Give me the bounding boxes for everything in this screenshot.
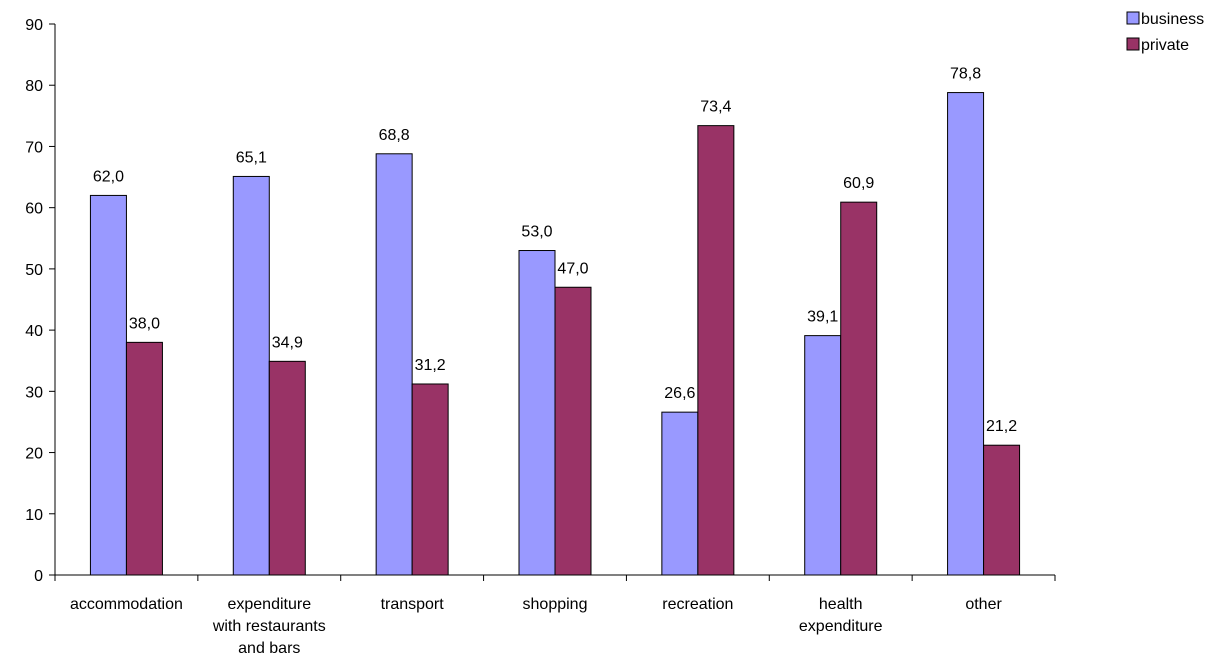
data-label-private: 47,0 [557, 260, 588, 277]
bar-private [697, 125, 735, 576]
bar-business [804, 335, 842, 576]
y-tick-label: 20 [25, 446, 43, 463]
category-labels: accommodation expenditure with restaurants… [70, 596, 1003, 657]
category-label: accommodation [70, 596, 183, 613]
bar-business [375, 153, 413, 576]
x-axis [54, 574, 1056, 581]
legend-label-business: business [1141, 11, 1204, 28]
y-tick-label: 60 [25, 201, 43, 218]
bar-private [840, 201, 878, 576]
data-label-business: 68,8 [379, 127, 410, 144]
category-label: with restaurants [212, 618, 326, 635]
y-tick-label: 0 [34, 568, 43, 585]
legend: business private [1126, 11, 1204, 54]
y-tick-label: 80 [25, 78, 43, 95]
bar-business [518, 250, 556, 576]
bar-private [554, 286, 592, 576]
y-tick-label: 50 [25, 262, 43, 279]
bar-business [947, 92, 985, 576]
bar-private [411, 383, 449, 576]
data-label-private: 60,9 [843, 175, 874, 192]
data-label-private: 73,4 [700, 99, 731, 116]
bar-business [89, 194, 127, 576]
category-label: transport [381, 596, 445, 613]
data-label-private: 34,9 [272, 334, 303, 351]
legend-swatch-business [1126, 11, 1140, 25]
bars [89, 92, 1021, 576]
legend-label-private: private [1141, 37, 1189, 54]
data-label-business: 39,1 [807, 309, 838, 326]
data-label-business: 65,1 [236, 149, 267, 166]
y-tick-label: 30 [25, 384, 43, 401]
data-labels: 62,0 65,1 68,8 53,0 26,6 39,1 78,8 38,0 34,9 31,2… [93, 66, 1017, 436]
y-axis: 0 10 20 30 40 50 60 70 80 90 [25, 17, 56, 585]
legend-swatch-private [1126, 37, 1140, 51]
y-tick-label: 90 [25, 17, 43, 34]
bar-private [125, 341, 163, 576]
y-tick-label: 10 [25, 507, 43, 524]
data-label-private: 21,2 [986, 418, 1017, 435]
bar-business [661, 411, 699, 576]
data-label-business: 26,6 [664, 385, 695, 402]
category-label: recreation [662, 596, 733, 613]
category-label: expenditure [799, 618, 883, 635]
data-label-business: 78,8 [950, 66, 981, 83]
category-label: other [965, 596, 1002, 613]
data-label-business: 53,0 [521, 224, 552, 241]
category-label: expenditure [227, 596, 311, 613]
y-tick-label: 70 [25, 139, 43, 156]
bar-business [232, 175, 270, 576]
data-label-private: 31,2 [415, 357, 446, 374]
category-label: health [819, 596, 863, 613]
data-label-business: 62,0 [93, 168, 124, 185]
data-label-private: 38,0 [129, 315, 160, 332]
y-tick-label: 40 [25, 323, 43, 340]
bar-private [983, 444, 1021, 576]
bar-private [268, 360, 306, 576]
category-label: and bars [238, 640, 300, 656]
category-label: shopping [523, 596, 588, 613]
